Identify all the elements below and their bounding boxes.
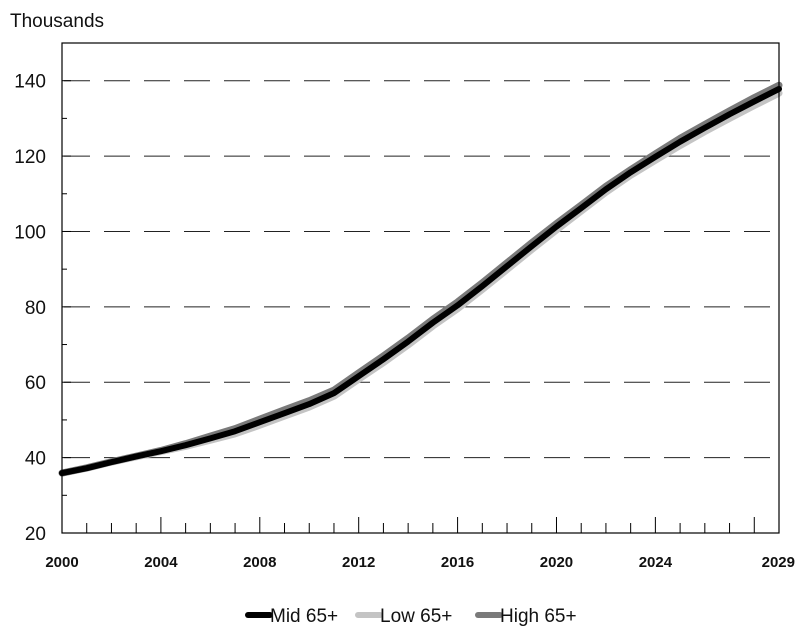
axis-ticks	[62, 43, 779, 533]
x-tick-label-2020: 2020	[540, 554, 573, 571]
y-tick-labels: 20 40 60 80 100 120 140	[14, 72, 46, 545]
x-tick-label-2012: 2012	[342, 554, 375, 571]
plot-frame	[62, 43, 779, 533]
x-tick-label-2004: 2004	[144, 554, 178, 571]
legend-label-mid-65: Mid 65+	[270, 606, 338, 627]
x-tick-labels: 2000 2004 2008 2012 2016 2020 2024 2029	[45, 554, 795, 571]
series-line-high-65	[62, 85, 779, 473]
y-unit-label: Thousands	[10, 11, 104, 32]
legend-label-low-65: Low 65+	[380, 606, 452, 627]
y-tick-label-20: 20	[25, 524, 46, 545]
x-tick-label-2016: 2016	[441, 554, 474, 571]
y-tick-label-120: 120	[14, 147, 46, 168]
gridlines	[64, 81, 779, 458]
series-line-mid-65	[62, 89, 779, 473]
legend: Mid 65+ Low 65+ High 65+	[248, 606, 577, 627]
legend-label-high-65: High 65+	[500, 606, 577, 627]
x-tick-label-2000: 2000	[45, 554, 78, 571]
y-tick-label-100: 100	[14, 222, 46, 243]
x-tick-label-2008: 2008	[243, 554, 276, 571]
y-tick-label-140: 140	[14, 72, 46, 93]
x-tick-label-2029: 2029	[762, 554, 795, 571]
y-tick-label-60: 60	[25, 373, 46, 394]
x-tick-label-2024: 2024	[639, 554, 673, 571]
series-lines	[62, 85, 779, 473]
y-tick-label-80: 80	[25, 298, 46, 319]
y-tick-label-40: 40	[25, 449, 46, 470]
